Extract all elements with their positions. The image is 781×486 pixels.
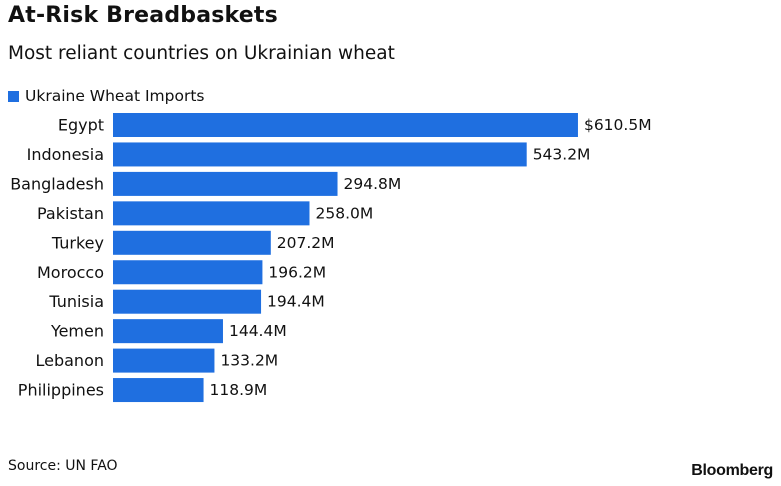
category-label: Turkey — [51, 233, 104, 252]
bar — [113, 113, 578, 137]
category-label: Morocco — [37, 263, 104, 282]
bar — [113, 142, 527, 167]
brand-logo: Bloomberg — [691, 462, 773, 479]
legend: Ukraine Wheat Imports — [8, 85, 205, 107]
category-label: Bangladesh — [10, 174, 104, 193]
category-label: Lebanon — [35, 351, 104, 370]
bar — [113, 348, 215, 373]
category-label: Philippines — [18, 381, 104, 400]
bar — [113, 378, 204, 403]
value-label: 194.4M — [267, 293, 325, 311]
bar — [113, 230, 271, 255]
chart-title: At-Risk Breadbaskets — [8, 3, 278, 28]
bar — [113, 171, 338, 196]
value-label: 543.2M — [533, 145, 591, 163]
value-label: 207.2M — [277, 234, 335, 252]
value-label: 258.0M — [315, 204, 373, 222]
bar — [113, 319, 223, 344]
value-label: 294.8M — [344, 175, 402, 193]
value-label: 133.2M — [220, 352, 278, 370]
chart-subtitle: Most reliant countries on Ukrainian whea… — [8, 43, 395, 64]
source-note: Source: UN FAO — [8, 458, 118, 474]
value-label: 196.2M — [268, 263, 326, 281]
bar — [113, 260, 263, 285]
value-label: 118.9M — [210, 381, 268, 399]
category-label: Egypt — [58, 116, 104, 135]
bar — [113, 201, 310, 226]
value-label: 144.4M — [229, 322, 287, 340]
category-label: Pakistan — [37, 204, 104, 223]
legend-swatch — [8, 90, 19, 102]
bar — [113, 289, 262, 314]
category-label: Yemen — [50, 322, 104, 341]
category-label: Tunisia — [48, 292, 104, 311]
category-label: Indonesia — [27, 145, 104, 164]
legend-label: Ukraine Wheat Imports — [25, 87, 205, 105]
value-label: $610.5M — [584, 116, 652, 134]
